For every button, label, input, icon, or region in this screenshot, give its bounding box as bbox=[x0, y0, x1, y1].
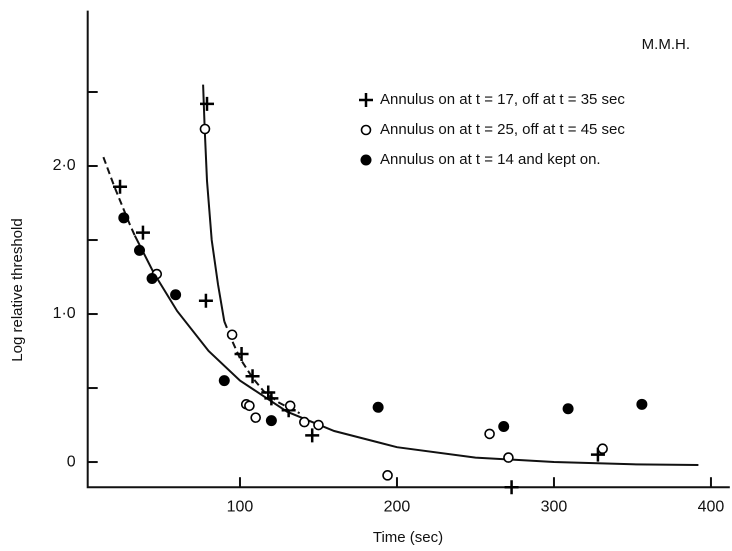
data-point bbox=[382, 470, 393, 481]
legend-label: Annulus on at t = 25, off at t = 45 sec bbox=[380, 121, 625, 138]
data-point bbox=[562, 403, 574, 415]
data-point bbox=[113, 179, 128, 194]
data-point bbox=[244, 400, 255, 412]
axes bbox=[86, 10, 730, 489]
fit-curve bbox=[133, 235, 699, 466]
data-point bbox=[313, 419, 324, 431]
data-point bbox=[198, 293, 213, 308]
legend-marker bbox=[359, 93, 373, 107]
data-point bbox=[200, 96, 215, 111]
data-point bbox=[636, 398, 648, 410]
data-point bbox=[134, 244, 146, 256]
data-point bbox=[146, 273, 158, 285]
data-point bbox=[264, 391, 279, 406]
fit-curve bbox=[102, 156, 136, 237]
legend-label: Annulus on at t = 14 and kept on. bbox=[380, 151, 601, 168]
y-tick-label: 2·0 bbox=[53, 157, 76, 174]
fit-curve bbox=[223, 321, 301, 415]
y-tick-label: 0 bbox=[67, 453, 76, 470]
y-axis-label: Log relative threshold bbox=[9, 218, 26, 361]
data-point bbox=[245, 369, 260, 384]
data-point bbox=[170, 289, 182, 301]
data-point bbox=[372, 401, 384, 413]
data-point bbox=[118, 212, 130, 224]
data-point bbox=[484, 428, 495, 440]
x-tick-label: 200 bbox=[384, 498, 411, 515]
x-axis-label: Time (sec) bbox=[373, 529, 443, 546]
y-tick-label: 1·0 bbox=[53, 305, 76, 322]
x-tick-label: 400 bbox=[698, 498, 725, 515]
legend-marker bbox=[360, 154, 372, 166]
data-point bbox=[135, 225, 150, 240]
data-point bbox=[234, 346, 249, 361]
data-point bbox=[265, 415, 277, 427]
legend-marker bbox=[360, 124, 372, 136]
data-point bbox=[250, 412, 261, 423]
annotation: M.M.H. bbox=[642, 36, 690, 53]
data-point bbox=[504, 480, 519, 495]
data-point bbox=[284, 400, 296, 412]
x-tick-label: 300 bbox=[541, 498, 568, 515]
data-point bbox=[226, 329, 238, 341]
fit-curve bbox=[202, 84, 226, 322]
data-point bbox=[503, 452, 514, 463]
data-point bbox=[261, 385, 276, 400]
data-point bbox=[498, 421, 510, 433]
x-tick-label: 100 bbox=[227, 498, 254, 515]
data-point bbox=[199, 123, 211, 135]
data-point bbox=[305, 428, 320, 443]
data-point bbox=[218, 375, 230, 387]
legend-label: Annulus on at t = 17, off at t = 35 sec bbox=[380, 91, 625, 108]
data-point bbox=[299, 416, 310, 428]
data-point bbox=[597, 443, 608, 455]
